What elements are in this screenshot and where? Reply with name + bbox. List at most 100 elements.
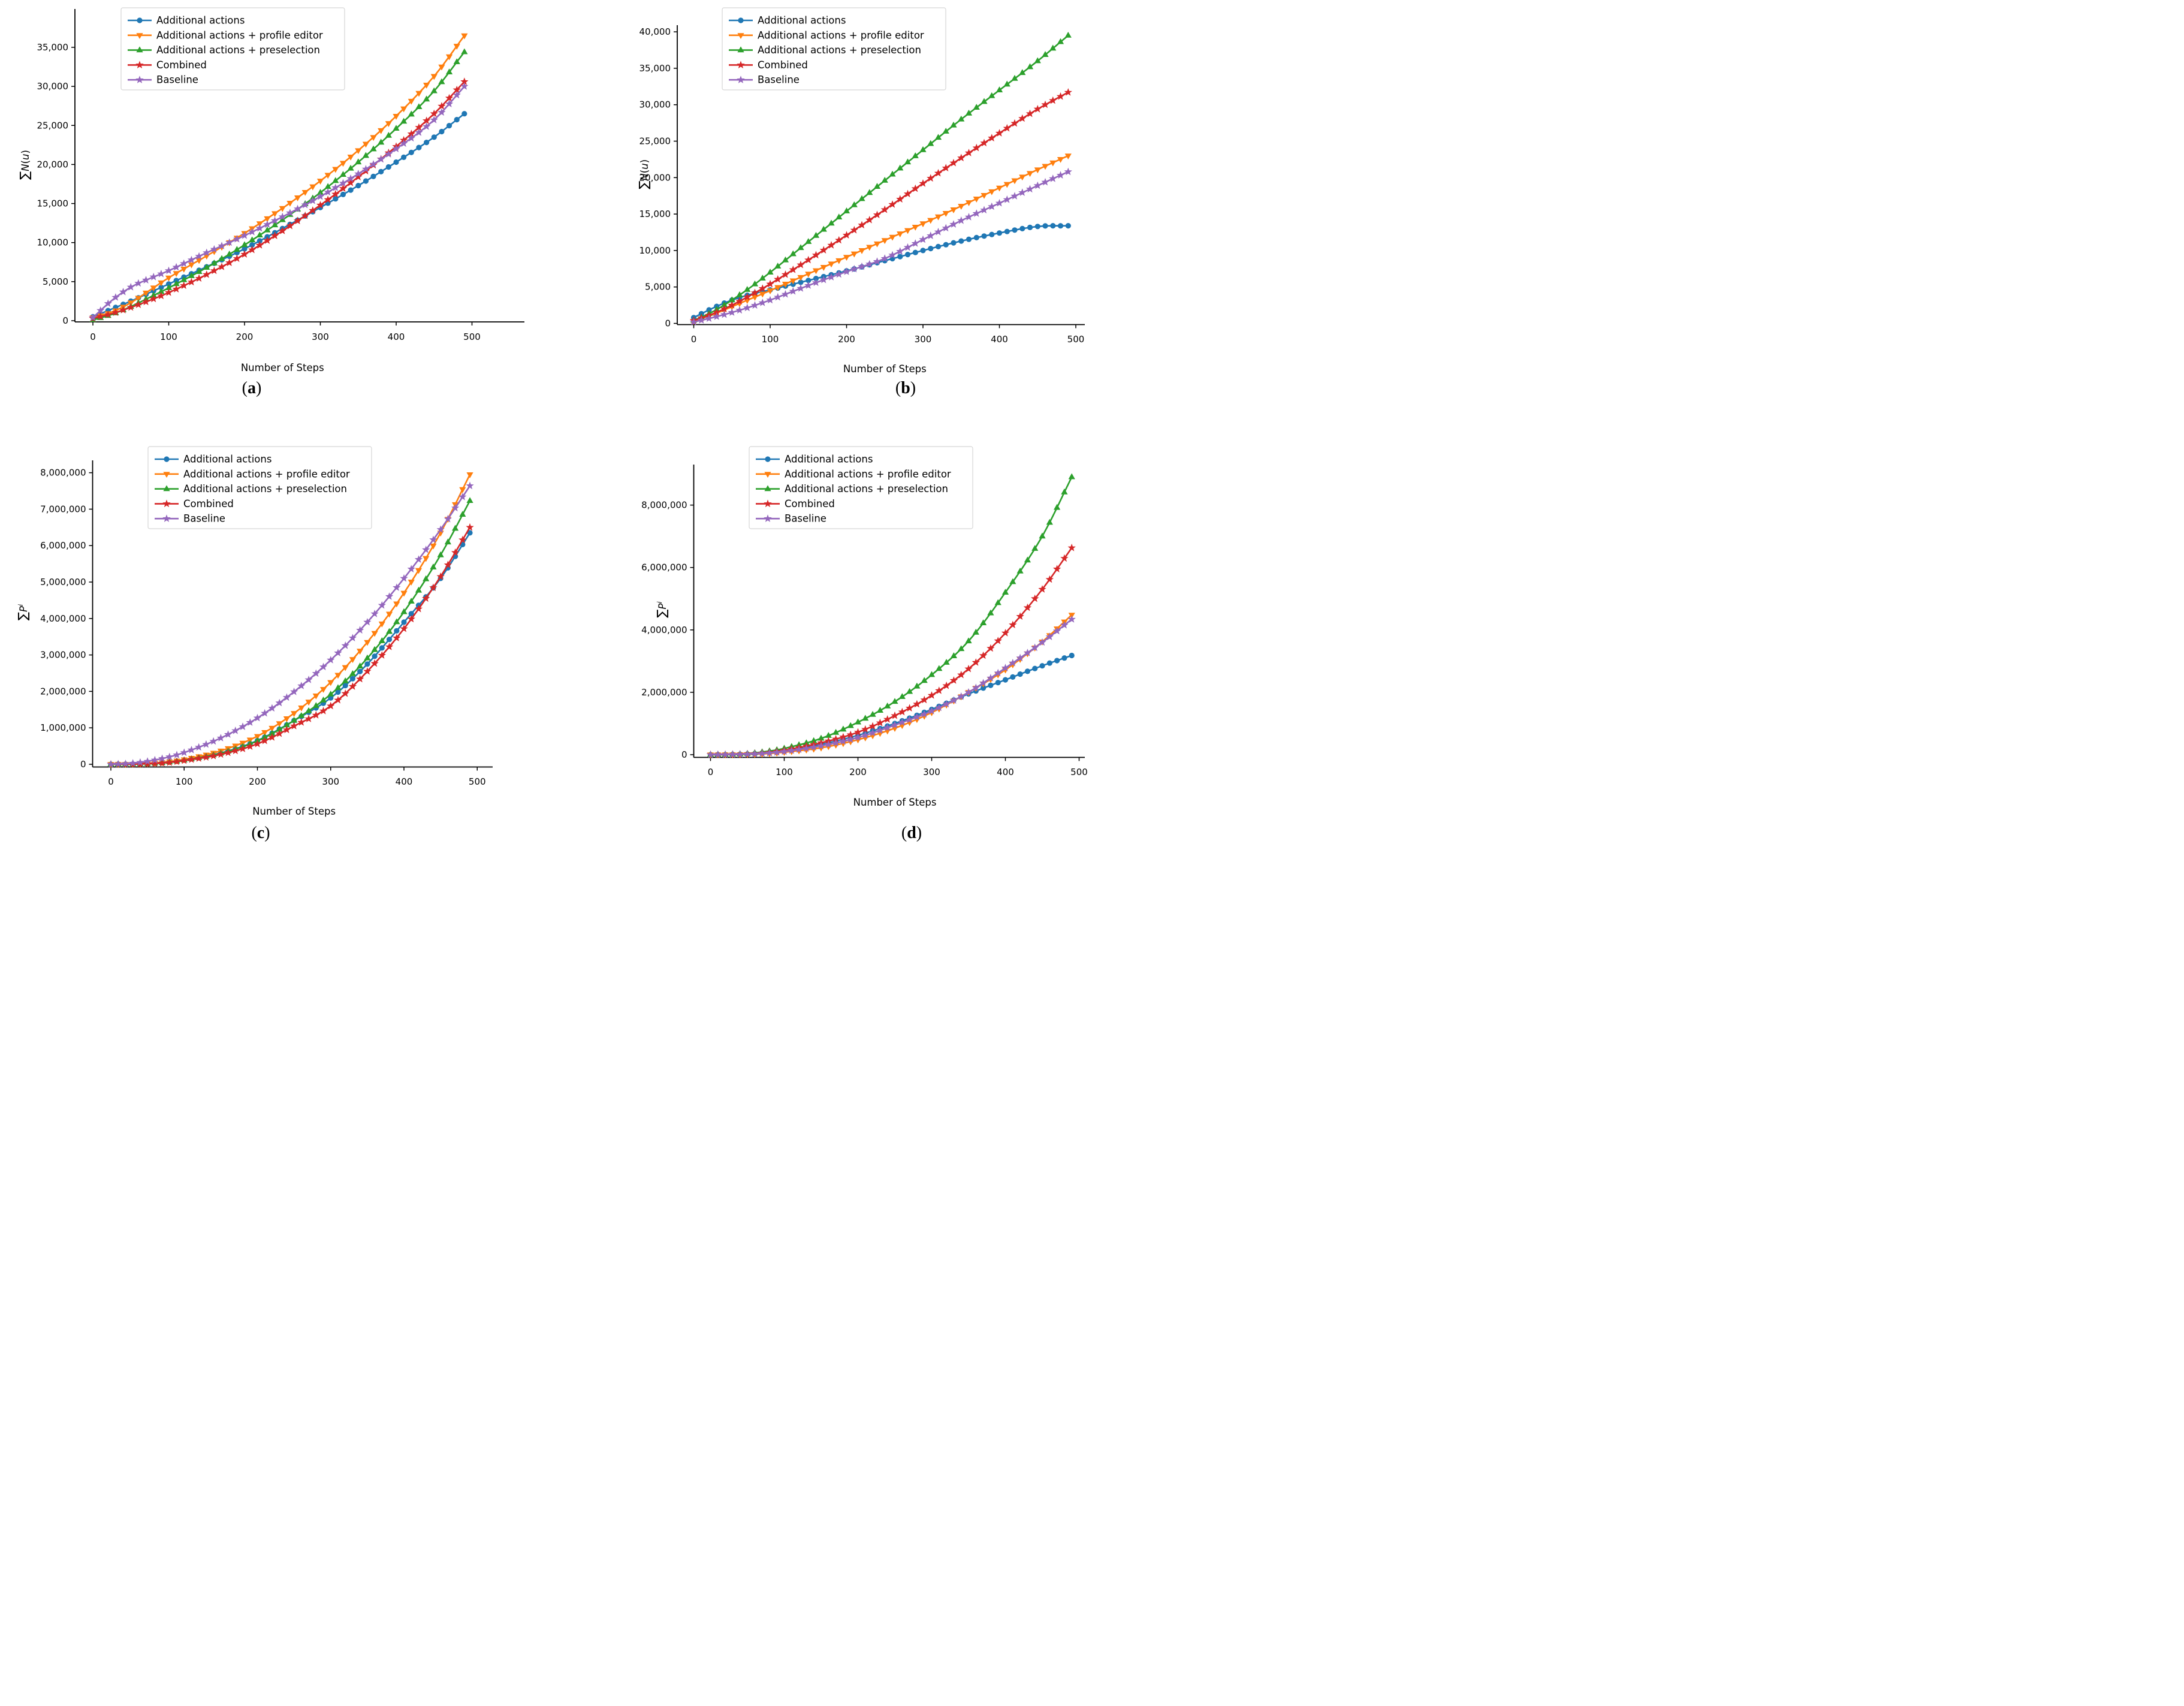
y-tick-label: 35,000 bbox=[37, 42, 69, 53]
series-marker bbox=[335, 689, 341, 695]
x-tick-label: 100 bbox=[160, 331, 177, 342]
x-tick-label: 500 bbox=[1070, 767, 1088, 777]
series-marker bbox=[1017, 671, 1023, 677]
y-tick-label: 5,000,000 bbox=[40, 577, 86, 587]
caption-b-letter: b bbox=[901, 379, 910, 397]
series-marker bbox=[257, 238, 263, 244]
series-marker bbox=[363, 178, 369, 184]
y-tick-label: 2,000,000 bbox=[40, 686, 86, 697]
series-marker bbox=[1002, 677, 1009, 683]
legend-marker-icon bbox=[764, 499, 772, 508]
series-markers bbox=[690, 153, 1072, 325]
legend-label-3: Combined bbox=[785, 498, 835, 510]
series-marker bbox=[1050, 223, 1056, 229]
x-tick-label: 300 bbox=[923, 767, 940, 777]
legend-d: Additional actions Additional actions + p… bbox=[749, 446, 973, 529]
series-marker bbox=[1057, 223, 1064, 229]
chart-panel-c: 0 1,000,000 2,000,000 3,000,000 4,000,000 5,0… bbox=[0, 405, 546, 822]
series-a-1 bbox=[89, 33, 468, 321]
series-marker bbox=[378, 168, 384, 174]
legend-b: Additional actions Additional actions + p… bbox=[722, 7, 946, 91]
series-marker bbox=[935, 243, 942, 249]
series-c-3 bbox=[107, 523, 474, 768]
series-d-2 bbox=[707, 473, 1075, 757]
legend-marker-icon bbox=[737, 76, 745, 83]
x-tick-label: 400 bbox=[388, 331, 405, 342]
legend-marker-icon bbox=[136, 46, 143, 53]
series-marker bbox=[989, 231, 995, 237]
legend-label-2: Additional actions + preselection bbox=[183, 483, 347, 495]
series-marker bbox=[342, 683, 348, 689]
x-tick-label: 200 bbox=[849, 767, 867, 777]
legend-marker-icon bbox=[162, 499, 171, 508]
caption-row-bottom: (c) bbox=[0, 822, 546, 853]
series-b-2 bbox=[690, 31, 1072, 323]
series-a-0 bbox=[90, 111, 467, 320]
legend-label-1: Additional actions + profile editor bbox=[758, 29, 924, 41]
series-line bbox=[693, 225, 1069, 318]
x-axis-label-a: Number of Steps bbox=[241, 362, 324, 373]
series-marker bbox=[1069, 652, 1075, 659]
y-tick-label: 40,000 bbox=[639, 26, 671, 37]
series-marker bbox=[996, 230, 1003, 236]
series-marker bbox=[1034, 224, 1040, 230]
series-marker bbox=[454, 117, 460, 123]
legend-marker-icon bbox=[737, 46, 744, 53]
series-marker bbox=[1032, 665, 1038, 671]
x-tick-label: 0 bbox=[691, 334, 697, 345]
x-tick-label: 400 bbox=[991, 334, 1008, 345]
legend-label-3: Combined bbox=[183, 498, 234, 510]
series-a-4 bbox=[89, 82, 469, 321]
caption-d: (d) bbox=[901, 824, 922, 842]
series-line bbox=[110, 532, 471, 765]
x-tick-label: 200 bbox=[838, 334, 855, 345]
legend-label-0: Additional actions bbox=[785, 454, 873, 465]
series-marker bbox=[958, 238, 964, 244]
series-marker bbox=[951, 240, 957, 246]
y-tick-label: 25,000 bbox=[639, 136, 671, 147]
series-marker bbox=[439, 128, 445, 135]
series-marker bbox=[461, 111, 467, 117]
y-tick-label: 8,000,000 bbox=[40, 468, 86, 478]
series-marker bbox=[1054, 658, 1060, 664]
caption-row-top-right: (b) bbox=[546, 378, 1092, 405]
series-marker bbox=[328, 695, 334, 701]
legend-label-3: Combined bbox=[758, 59, 808, 71]
y-tick-label: 4,000,000 bbox=[40, 613, 86, 624]
legend-c: Additional actions Additional actions + p… bbox=[147, 446, 372, 529]
x-tick-label: 500 bbox=[463, 331, 481, 342]
series-marker bbox=[408, 149, 414, 155]
y-tick-label: 10,000 bbox=[37, 237, 69, 248]
legend-marker-icon bbox=[136, 33, 143, 39]
series-b-3 bbox=[689, 88, 1072, 324]
chart-a: 0 5,000 10,000 15,000 20,000 25,000 30,000 35,0… bbox=[17, 7, 524, 373]
series-marker bbox=[401, 619, 407, 625]
series-marker bbox=[981, 233, 987, 239]
series-line bbox=[710, 547, 1073, 756]
caption-a-letter: a bbox=[248, 379, 256, 397]
x-tick-label: 500 bbox=[469, 776, 486, 787]
x-tick-label: 400 bbox=[396, 776, 413, 787]
series-marker bbox=[1046, 660, 1052, 666]
series-marker bbox=[912, 249, 918, 255]
y-tick-label: 2,000,000 bbox=[641, 687, 687, 698]
legend-label-1: Additional actions + profile editor bbox=[785, 468, 951, 480]
series-marker bbox=[333, 196, 339, 202]
series-marker bbox=[973, 234, 979, 240]
series-marker bbox=[1039, 663, 1045, 669]
y-tick-label: 20,000 bbox=[37, 159, 69, 170]
series-marker bbox=[1024, 668, 1030, 674]
y-tick-label: 0 bbox=[665, 318, 671, 329]
legend-marker-icon bbox=[135, 61, 144, 69]
x-tick-label: 100 bbox=[176, 776, 193, 787]
y-tick-label: 4,000,000 bbox=[641, 625, 687, 635]
series-marker bbox=[995, 680, 1001, 686]
series-marker bbox=[357, 668, 363, 674]
series-marker bbox=[408, 611, 414, 617]
legend-box bbox=[147, 446, 372, 529]
y-tick-label: 1,000,000 bbox=[40, 722, 86, 733]
legend-marker-icon bbox=[163, 485, 170, 492]
x-tick-label: 500 bbox=[1067, 334, 1085, 345]
legend-label-0: Additional actions bbox=[758, 15, 846, 26]
x-axis-label-b: Number of Steps bbox=[843, 363, 927, 375]
